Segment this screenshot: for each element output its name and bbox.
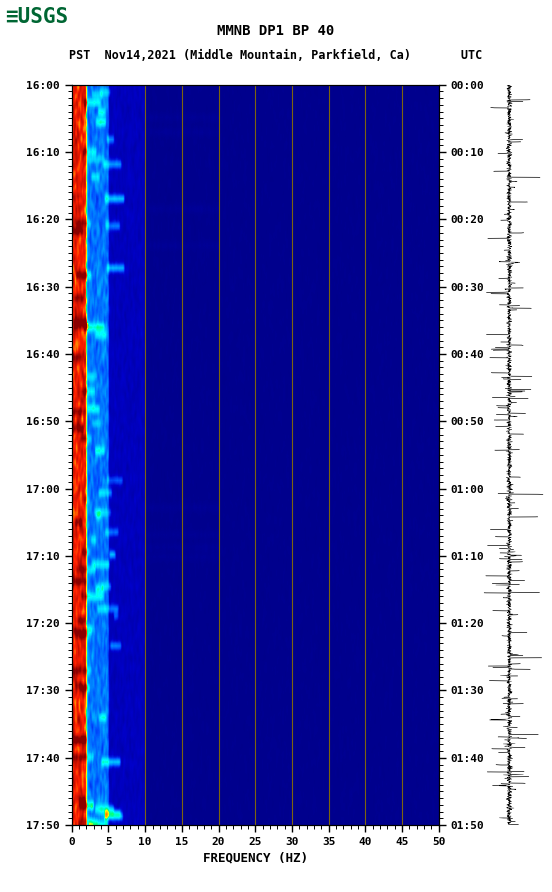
- Text: PST  Nov14,2021 (Middle Mountain, Parkfield, Ca)       UTC: PST Nov14,2021 (Middle Mountain, Parkfie…: [70, 49, 482, 62]
- X-axis label: FREQUENCY (HZ): FREQUENCY (HZ): [203, 851, 308, 864]
- Text: MMNB DP1 BP 40: MMNB DP1 BP 40: [217, 24, 335, 37]
- Text: ≡USGS: ≡USGS: [6, 7, 68, 27]
